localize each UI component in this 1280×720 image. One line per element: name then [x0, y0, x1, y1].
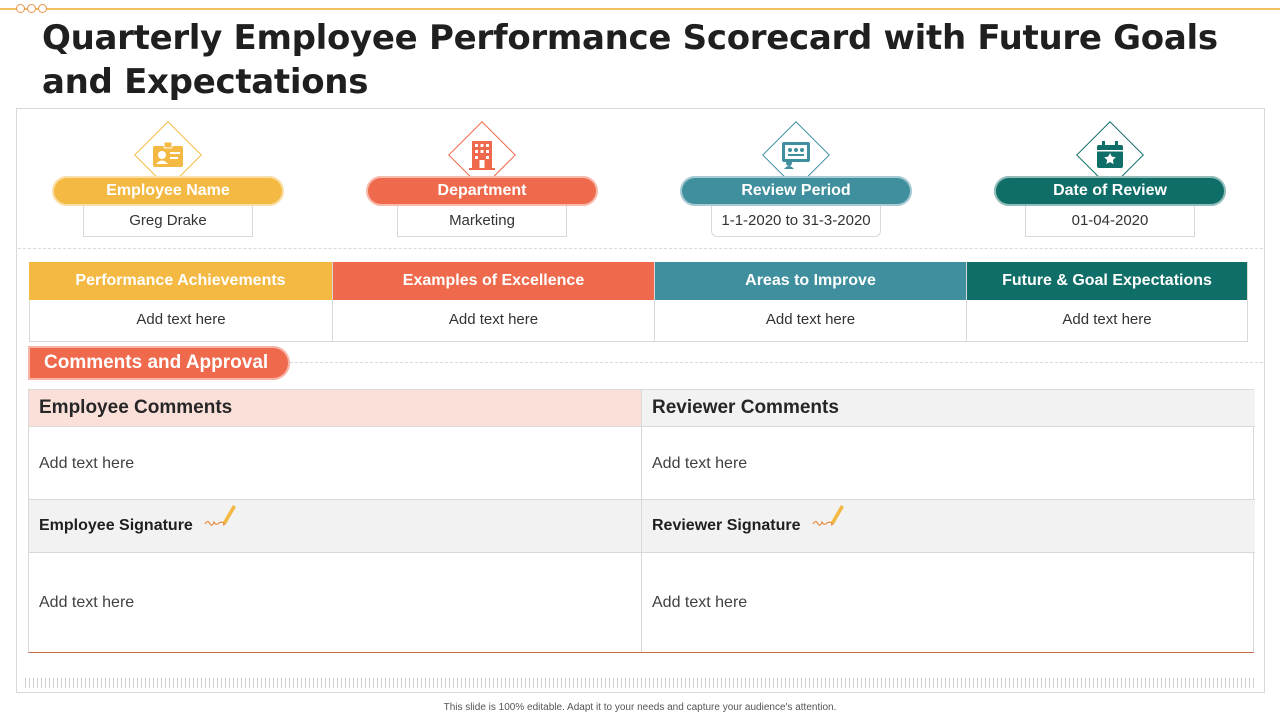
divider — [18, 248, 1263, 249]
comments-grid: Employee Comments Add text here Employee… — [28, 389, 1255, 653]
review-period-label: Review Period — [680, 176, 912, 206]
reviewer-comments-text[interactable]: Add text here — [642, 426, 1255, 499]
department-label: Department — [366, 176, 598, 206]
hatched-strip — [25, 678, 1257, 688]
top-accent-line — [0, 8, 1280, 10]
diamond-frame — [447, 120, 517, 190]
info-card-review-period: Review Period 1-1-2020 to 31-3-2020 — [680, 120, 912, 240]
employee-name-label: Employee Name — [52, 176, 284, 206]
metric-heading: Areas to Improve — [655, 262, 966, 300]
calendar-icon — [1075, 120, 1145, 190]
employee-signature-label: Employee Signature — [39, 517, 193, 534]
info-card-date-of-review: Date of Review 01-04-2020 — [994, 120, 1226, 240]
scorecard-frame — [16, 108, 1265, 693]
diamond-frame — [761, 120, 831, 190]
metric-performance-achievements: Performance Achievements Add text here — [29, 262, 333, 342]
metric-areas-to-improve: Areas to Improve Add text here — [655, 262, 967, 342]
info-card-employee-name: Employee Name Greg Drake — [52, 120, 284, 240]
review-period-value[interactable]: 1-1-2020 to 31-3-2020 — [711, 206, 881, 237]
date-of-review-label: Date of Review — [994, 176, 1226, 206]
divider — [290, 362, 1263, 363]
id-card-icon — [133, 120, 203, 190]
diamond-frame — [133, 120, 203, 190]
top-dots-decoration — [16, 4, 47, 13]
metric-text[interactable]: Add text here — [655, 300, 966, 342]
employee-signature-text[interactable]: Add text here — [39, 594, 135, 611]
employee-signature-row: Employee Signature — [29, 499, 641, 553]
metric-examples-of-excellence: Examples of Excellence Add text here — [333, 262, 655, 342]
reviewer-comments-heading: Reviewer Comments — [642, 390, 1255, 426]
reviewer-signature-text[interactable]: Add text here — [652, 594, 748, 611]
building-icon — [447, 120, 517, 190]
footer-note: This slide is 100% editable. Adapt it to… — [443, 702, 837, 713]
metric-text[interactable]: Add text here — [333, 300, 654, 342]
metric-text[interactable]: Add text here — [29, 300, 332, 342]
metric-heading: Performance Achievements — [29, 262, 332, 300]
employee-comments-text[interactable]: Add text here — [29, 426, 641, 499]
employee-column: Employee Comments Add text here Employee… — [29, 390, 642, 652]
signature-pen-icon — [203, 499, 237, 553]
info-card-department: Department Marketing — [366, 120, 598, 240]
page-title: Quarterly Employee Performance Scorecard… — [42, 18, 1218, 102]
metric-text[interactable]: Add text here — [967, 300, 1247, 342]
reviewer-signature-label: Reviewer Signature — [652, 517, 801, 534]
reviewer-signature-row: Reviewer Signature — [642, 499, 1255, 553]
comments-approval-tab: Comments and Approval — [28, 346, 290, 380]
department-value[interactable]: Marketing — [397, 206, 567, 237]
employee-name-value[interactable]: Greg Drake — [83, 206, 253, 237]
date-of-review-value[interactable]: 01-04-2020 — [1025, 206, 1195, 237]
presentation-board-icon — [761, 120, 831, 190]
employee-comments-heading: Employee Comments — [29, 390, 641, 426]
signature-pen-icon — [811, 499, 845, 553]
metric-heading: Examples of Excellence — [333, 262, 654, 300]
metric-heading: Future & Goal Expectations — [967, 262, 1247, 300]
metric-future-goal-expectations: Future & Goal Expectations Add text here — [967, 262, 1248, 342]
metrics-table: Performance Achievements Add text here E… — [29, 262, 1248, 342]
diamond-frame — [1075, 120, 1145, 190]
reviewer-column: Reviewer Comments Add text here Reviewer… — [642, 390, 1255, 652]
